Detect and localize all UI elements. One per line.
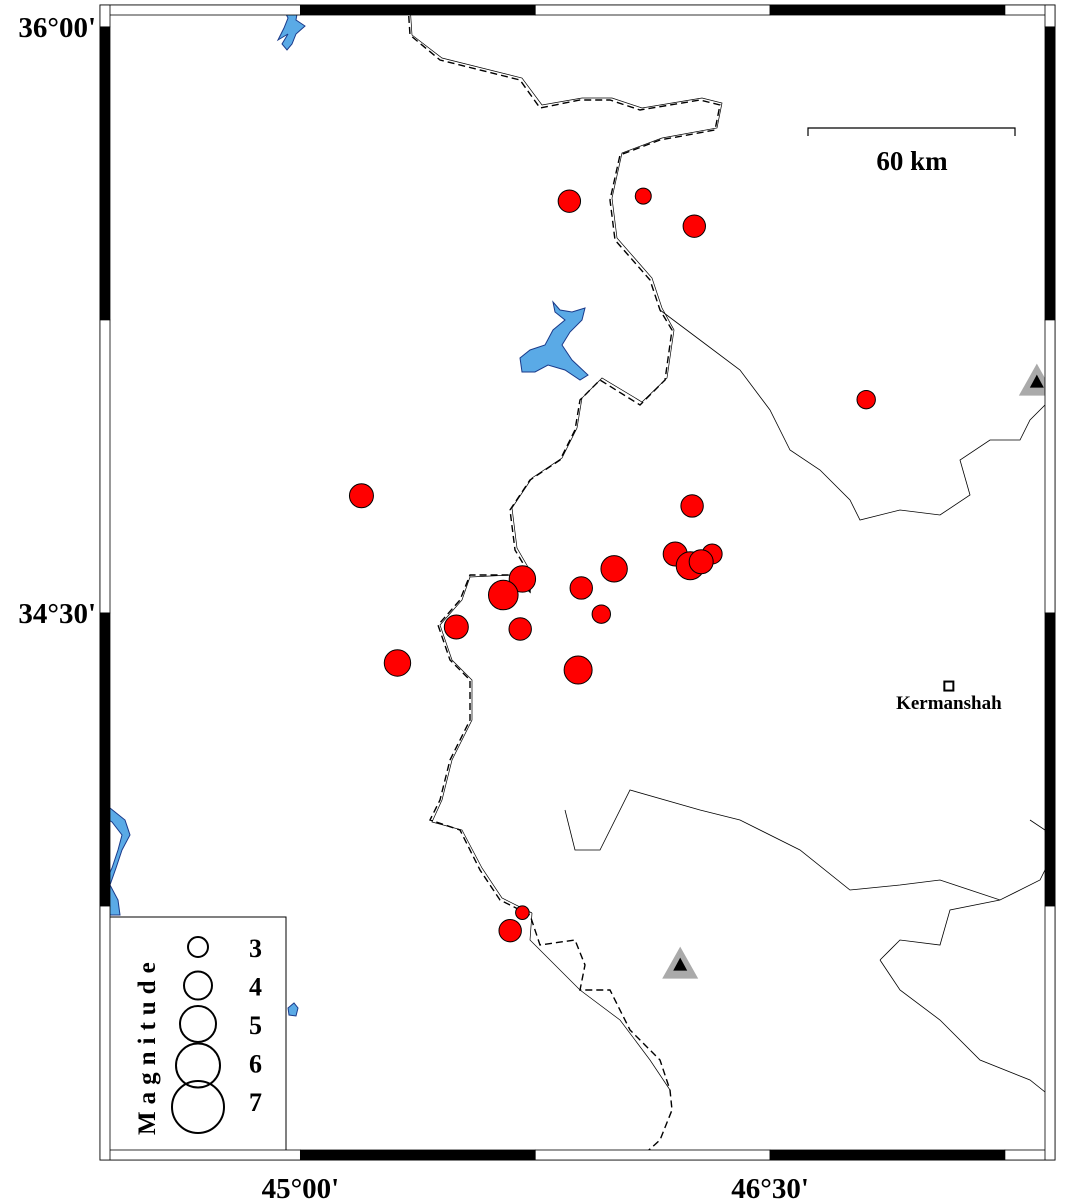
legend-circle [171,1080,225,1134]
latitude-tick-label: 34°30' [18,598,96,630]
province-border-north [659,309,1056,521]
river-north [276,7,306,51]
legend-circle [175,1042,221,1089]
earthquake-event [348,483,374,509]
earthquake-events [348,187,876,943]
earthquake-event [563,655,593,685]
legend-item: 3 [187,934,262,963]
legend-title: Magnitude [134,955,161,1135]
frame-band [769,4,1006,16]
earthquake-event [557,189,582,213]
earthquake-event [508,617,532,641]
frame-band [1044,612,1056,907]
border-south-solid [529,912,671,1091]
longitude-tick-label: 46°30' [731,1173,809,1202]
legend-circle [187,936,209,958]
frame-band [299,1149,536,1161]
city-label: Kermanshah [896,693,1002,714]
international-border [409,4,723,914]
city-kermanshah: Kermanshah [896,680,1002,714]
legend-circle [179,1005,217,1043]
legend-circle [183,970,213,1001]
scale-bar: 60 km [807,127,1016,176]
earthquake-event [383,649,412,677]
borders [407,4,1056,1159]
earthquake-event [600,555,628,583]
triangle-icon [1029,374,1044,388]
earthquake-event [682,214,706,238]
earthquake-event [443,614,469,640]
frame-band [299,4,536,16]
earthquake-event [680,494,704,518]
earthquake-event [591,604,611,624]
frame-band [99,1149,301,1161]
frame-band [99,612,111,907]
province-border-southeast [879,899,1001,961]
frame-band [1044,4,1056,28]
legend-item: 7 [171,1080,262,1134]
earthquake-event [515,905,530,920]
legend-items: 3 4 5 6 7 [171,934,262,1134]
legend-label: 4 [249,973,262,1002]
international-border-dashed [407,4,721,1159]
frame-band [99,905,111,1161]
earthquake-event [498,918,522,943]
province-border-southeast-2 [879,959,1056,1101]
frame-band [99,26,111,321]
axis-labels: 45°00' 46°30' 36°00' 34°30' [18,12,809,1202]
scale-bar-line [807,127,1016,136]
frame-band [99,4,301,16]
latitude-tick-label: 36°00' [18,12,96,44]
frame-band [99,319,111,614]
triangle-icon [673,957,688,971]
frame-band [99,4,111,28]
longitude-tick-label: 45°00' [262,1173,340,1202]
legend-label: 7 [249,1088,262,1117]
square-icon [943,680,955,692]
seismic-station [662,946,699,979]
earthquake-event [856,389,876,410]
frame-band [769,1149,1006,1161]
map-frame [99,4,1056,1161]
scale-bar-label: 60 km [876,146,948,176]
legend-label: 5 [249,1011,262,1040]
lake-small [287,1002,299,1017]
legend-item: 6 [175,1042,262,1089]
legend-label: 3 [249,934,262,963]
frame-band [1044,905,1056,1161]
earthquake-event [634,187,652,205]
frame-band [1044,26,1056,321]
earthquake-event [487,579,519,611]
reservoir [519,300,589,381]
frame-band [534,1149,771,1161]
earthquake-event [569,576,593,600]
earthquake-event [508,565,537,593]
legend-item: 4 [183,970,262,1002]
earthquake-event [688,549,714,575]
frame-band [534,4,771,16]
frame-band [1044,319,1056,614]
legend-label: 6 [249,1050,262,1079]
legend: Magnitude 3 4 5 6 7 [108,916,287,1155]
legend-item: 5 [179,1005,262,1043]
